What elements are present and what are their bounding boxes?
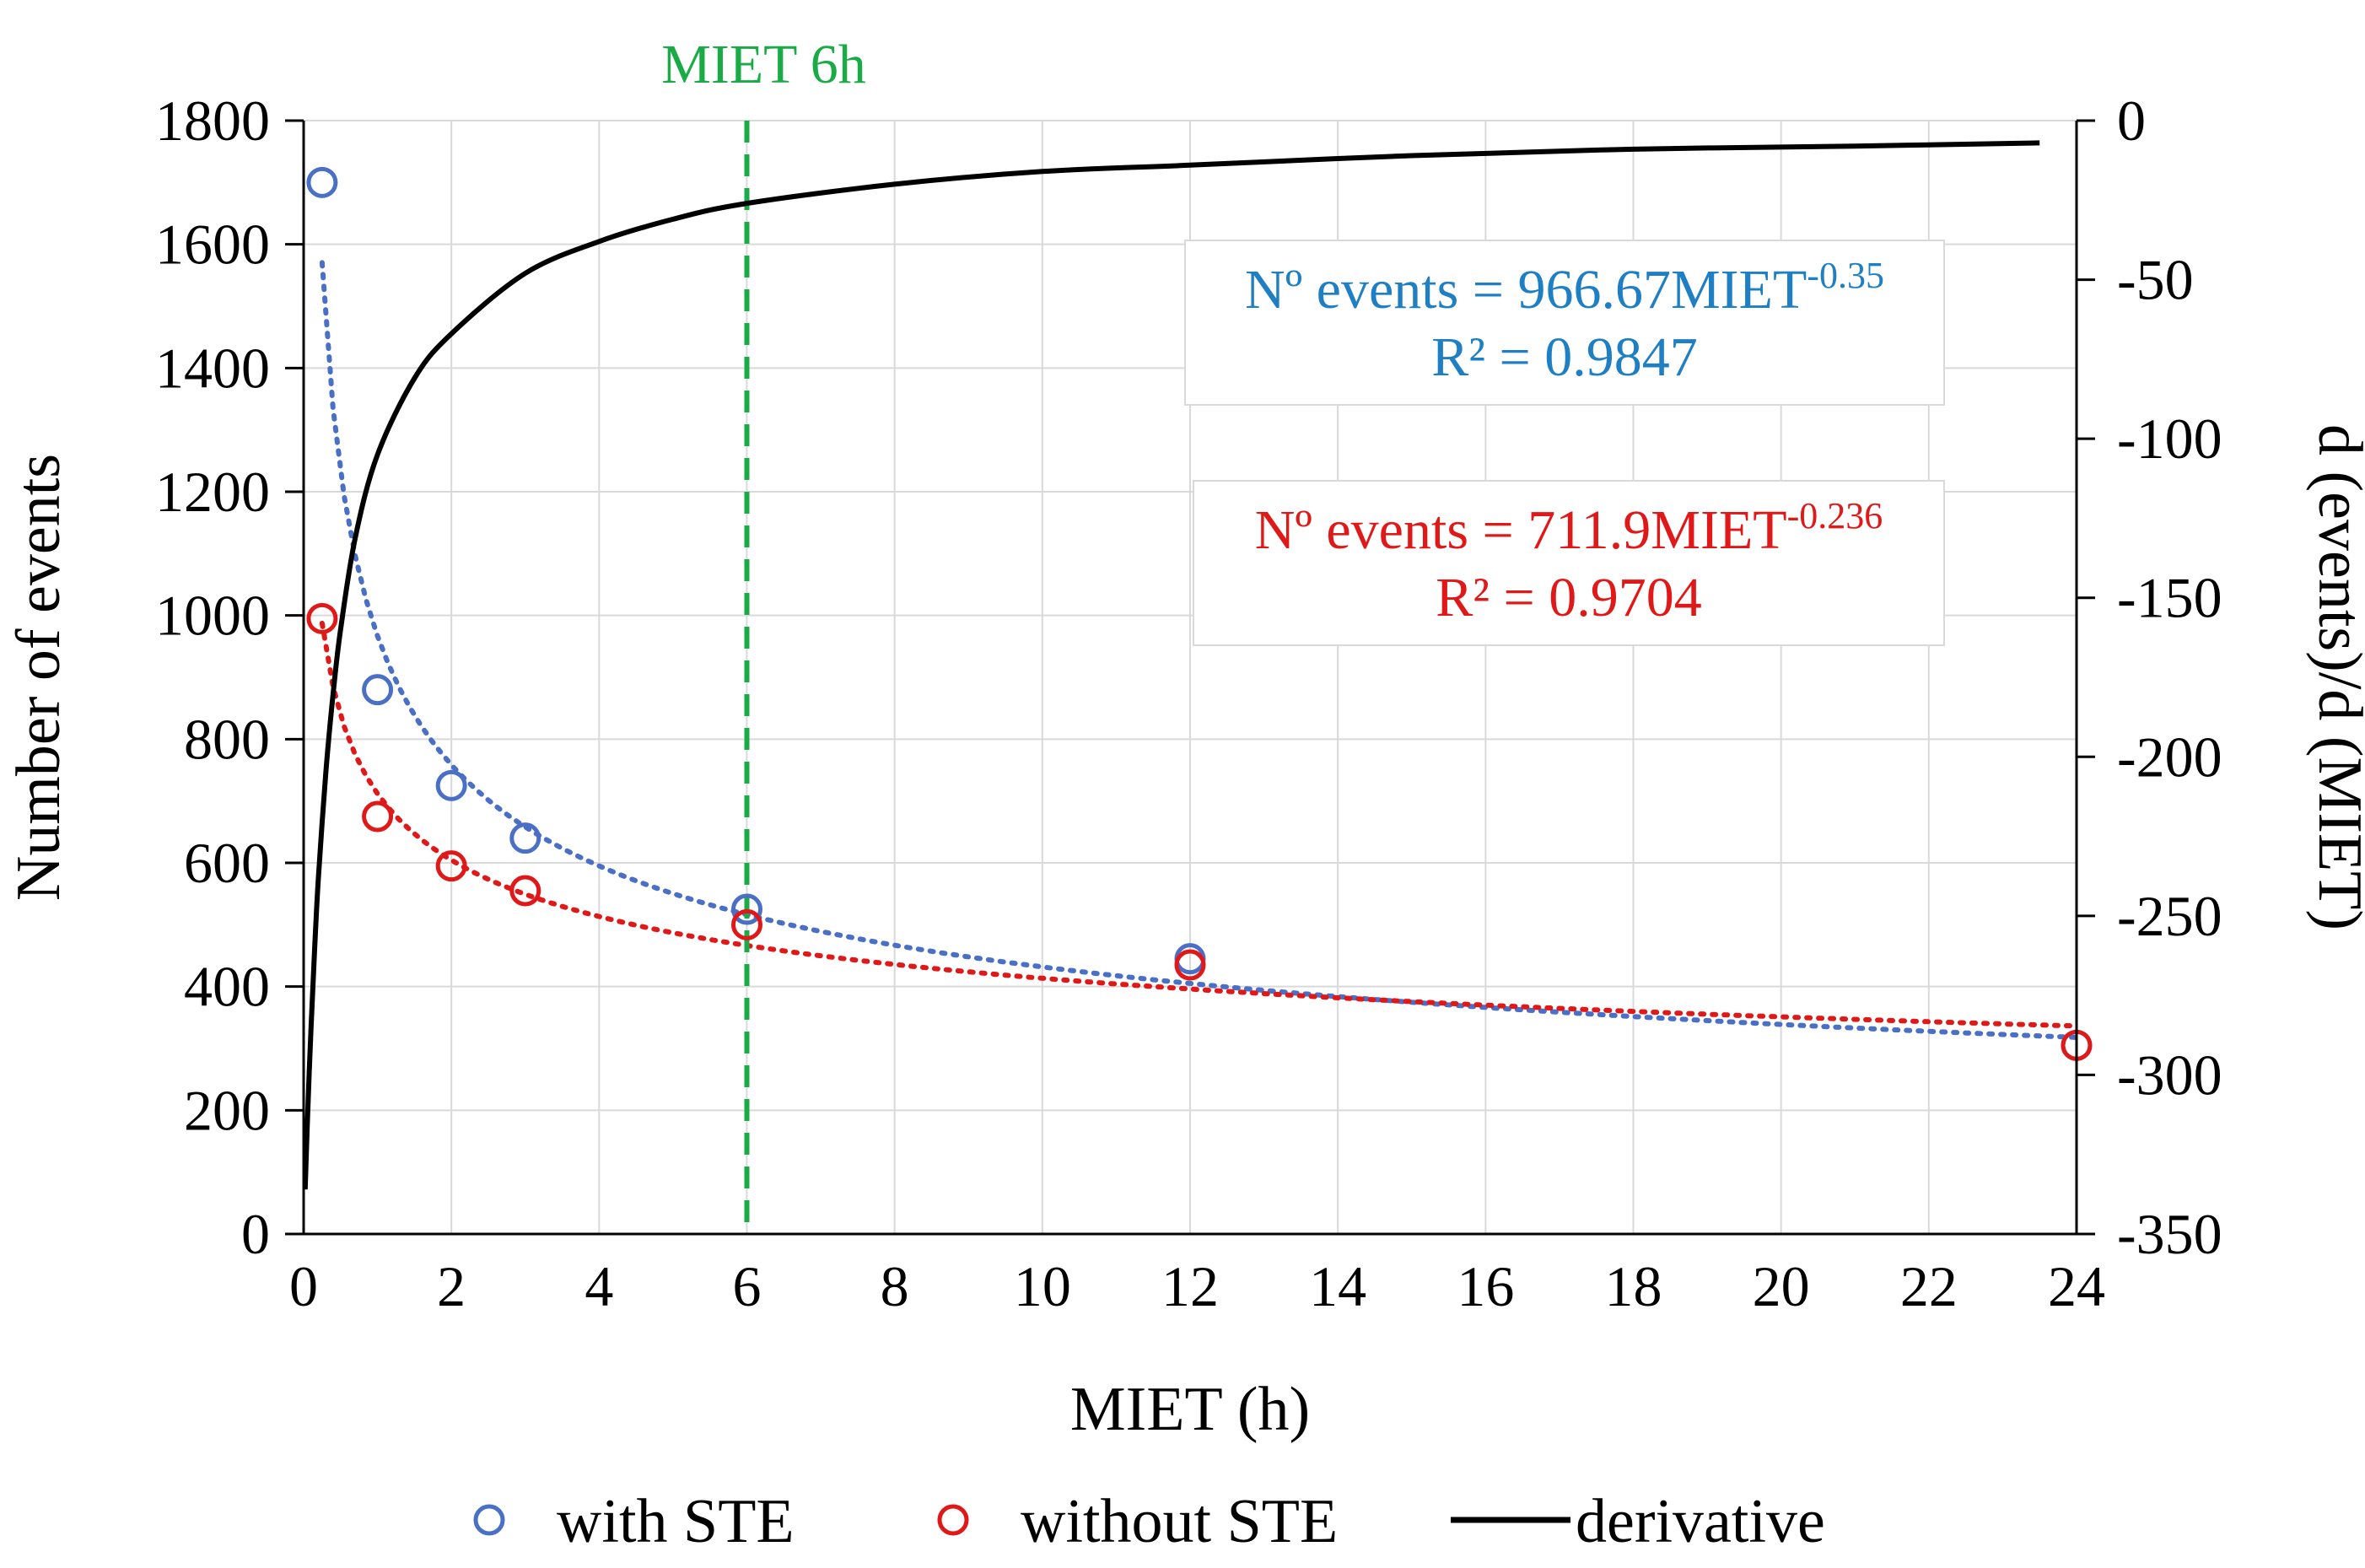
legend-marker-with-ste (473, 1504, 505, 1536)
equation-without-ste-exponent: -0.236 (1787, 495, 1883, 536)
y2-tick-label-300: -300 (2117, 1043, 2222, 1107)
r-squared-without-ste: R² = 0.9704 (1436, 567, 1702, 628)
x-tick-label-18: 18 (1605, 1254, 1662, 1318)
point-with-ste-1 (362, 674, 394, 706)
axes (285, 119, 2095, 1236)
x-tick-label-6: 6 (733, 1254, 762, 1318)
x-tick-label-24: 24 (2048, 1254, 2105, 1318)
x-tick-label-20: 20 (1753, 1254, 1810, 1318)
equation-without-ste-main: Nº events = 711.9MIET (1255, 499, 1787, 561)
legend: with STE without STE derivative (473, 1487, 1825, 1556)
y2-tick-label-150: -150 (2117, 566, 2222, 630)
y-tick-label-1800: 1800 (155, 89, 270, 153)
tick-labels: 0 2 4 6 8 10 12 14 16 18 20 22 240200400600800100012… (155, 89, 2222, 1318)
miet-6h-label: MIET 6h (661, 34, 866, 95)
legend-marker-without-ste (937, 1504, 969, 1536)
point-without-ste-12 (1174, 949, 1206, 981)
x-tick-label-2: 2 (437, 1254, 466, 1318)
equation-with-ste: Nº events = 966.67MIET-0.35 (1245, 255, 1884, 321)
x-tick-label-14: 14 (1309, 1254, 1366, 1318)
legend-label-with-ste: with STE (557, 1487, 795, 1556)
y-tick-label-1200: 1200 (155, 460, 270, 524)
trendline-equation-with-ste: Nº events = 966.67MIET-0.35 R² = 0.9847 (1184, 240, 1945, 406)
derivative-series (302, 140, 2040, 1190)
y-tick-label-1400: 1400 (155, 336, 270, 400)
y2-tick-label-50: -50 (2117, 248, 2194, 312)
y-tick-label-400: 400 (184, 955, 270, 1019)
equation-without-ste: Nº events = 711.9MIET-0.236 (1255, 495, 1883, 562)
trendline-without-ste (319, 620, 2079, 1029)
legend-label-derivative: derivative (1576, 1487, 1825, 1556)
point-without-ste-1 (362, 800, 394, 832)
y2-tick-label-250: -250 (2117, 884, 2222, 948)
x-axis-title: MIET (h) (1070, 1375, 1310, 1444)
y2-tick-label-350: -350 (2117, 1202, 2222, 1266)
point-without-ste-3 (509, 875, 541, 907)
y2-tick-label-100: -100 (2117, 407, 2222, 471)
point-without-ste-6 (731, 908, 762, 940)
y-axis-title: Number of events (4, 454, 73, 901)
r-squared-with-ste: R² = 0.9847 (1431, 326, 1698, 388)
equation-with-ste-main: Nº events = 966.67MIET (1245, 259, 1807, 321)
x-tick-label-22: 22 (1900, 1254, 1958, 1318)
y-tick-label-1000: 1000 (155, 584, 270, 648)
y2-tick-label-0: 0 (2117, 89, 2146, 153)
point-with-ste-0-25 (306, 166, 338, 198)
x-tick-label-0: 0 (289, 1254, 318, 1318)
point-with-ste-2 (435, 769, 467, 801)
derivative-line (302, 140, 2040, 1190)
annotation-miet-6h: MIET 6h (661, 34, 866, 1234)
y2-axis-title: d (events)/d (MIET) (2305, 424, 2365, 930)
x-tick-label-16: 16 (1457, 1254, 1514, 1318)
x-tick-label-10: 10 (1014, 1254, 1071, 1318)
y-tick-label-1600: 1600 (155, 213, 270, 277)
point-with-ste-6 (731, 893, 762, 925)
legend-label-without-ste: without STE (1021, 1487, 1338, 1556)
x-tick-label-8: 8 (881, 1254, 909, 1318)
trendlines (319, 260, 2079, 1040)
y-tick-label-800: 800 (184, 707, 270, 771)
y2-tick-label-200: -200 (2117, 725, 2222, 789)
equation-box-with-ste (1184, 240, 1945, 406)
equation-with-ste-exponent: -0.35 (1807, 255, 1884, 296)
point-with-ste-3 (509, 822, 541, 854)
point-without-ste-2 (435, 850, 467, 882)
x-tick-label-12: 12 (1161, 1254, 1219, 1318)
y-tick-label-0: 0 (241, 1202, 270, 1266)
equation-box-without-ste (1193, 480, 1945, 646)
y-tick-label-200: 200 (184, 1078, 270, 1142)
y-tick-label-600: 600 (184, 831, 270, 895)
x-tick-label-4: 4 (585, 1254, 613, 1318)
point-without-ste-0-25 (306, 602, 338, 634)
trendline-equation-without-ste: Nº events = 711.9MIET-0.236 R² = 0.9704 (1193, 480, 1945, 646)
trendline-with-ste (319, 260, 2079, 1040)
